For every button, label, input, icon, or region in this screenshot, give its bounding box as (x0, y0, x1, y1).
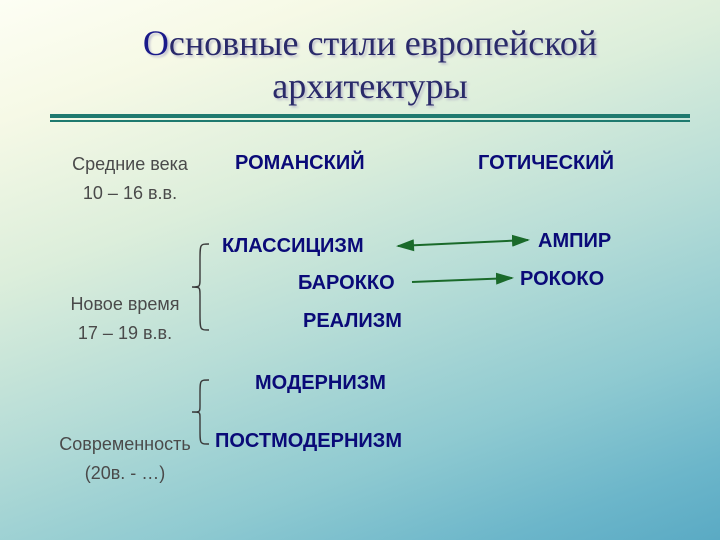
style-empire: АМПИР (538, 230, 611, 253)
title-underline (50, 114, 690, 122)
slide-title: Основные стили европейской архитектуры (50, 22, 690, 108)
period-medieval-label: Средние века (55, 150, 205, 179)
period-modern-dates: 17 – 19 в.в. (50, 319, 200, 348)
period-medieval: Средние века 10 – 16 в.в. (55, 150, 205, 208)
style-modernism: МОДЕРНИЗМ (255, 372, 386, 395)
title-line1-rest: сновные стили европейской (169, 23, 597, 63)
title-line2: архитектуры (272, 66, 467, 106)
style-romanesque: РОМАНСКИЙ (235, 152, 365, 175)
style-baroque: БАРОККО (298, 272, 395, 295)
style-classicism: КЛАССИЦИЗМ (222, 235, 364, 258)
style-gothic: ГОТИЧЕСКИЙ (478, 152, 614, 175)
period-contemp-dates: (20в. - …) (40, 459, 210, 488)
style-rococo: РОКОКО (520, 268, 604, 291)
style-realism: РЕАЛИЗМ (303, 310, 402, 333)
style-postmodern: ПОСТМОДЕРНИЗМ (215, 430, 402, 453)
title-first-letter: О (143, 23, 169, 63)
period-contemp: Современность (20в. - …) (40, 430, 210, 488)
period-modern: Новое время 17 – 19 в.в. (50, 290, 200, 348)
period-contemp-label: Современность (40, 430, 210, 459)
period-modern-label: Новое время (50, 290, 200, 319)
period-medieval-dates: 10 – 16 в.в. (55, 179, 205, 208)
